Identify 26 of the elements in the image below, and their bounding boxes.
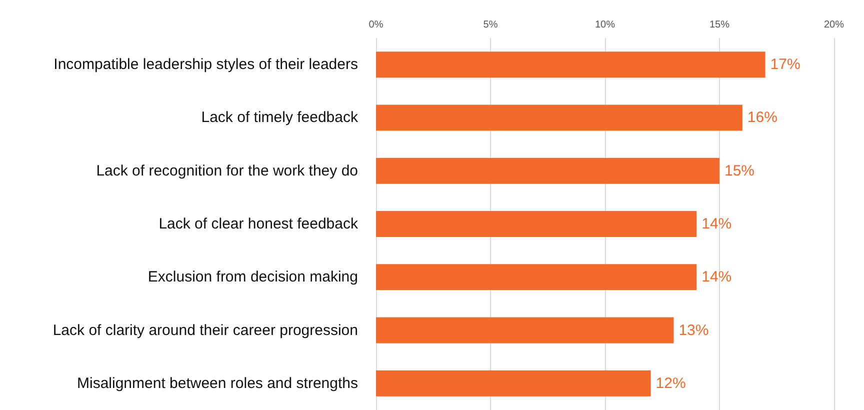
y-tick-label: Lack of timely feedback	[201, 109, 358, 126]
bar	[376, 317, 674, 344]
data-label: 12%	[656, 374, 686, 392]
y-tick-label: Exclusion from decision making	[148, 268, 358, 286]
y-tick-label: Incompatible leadership styles of their leaders	[54, 56, 358, 74]
data-label: 14%	[702, 216, 732, 232]
y-tick-label: Lack of clarity around their career progression	[52, 322, 358, 339]
x-tick-label: 20%	[824, 20, 844, 30]
data-label: 15%	[724, 162, 755, 180]
x-tick-label: 15%	[709, 20, 730, 30]
bar	[376, 104, 742, 131]
bar	[376, 264, 697, 290]
data-label: 14%	[702, 268, 732, 286]
bar	[376, 158, 720, 184]
bar	[376, 52, 766, 78]
bar	[376, 211, 697, 237]
x-tick-label: 0%	[368, 20, 384, 30]
y-tick-label: Misalignment between roles and strengths	[77, 374, 358, 392]
data-label: 17%	[770, 56, 800, 74]
data-label: 13%	[678, 322, 709, 339]
y-tick-label: Lack of clear honest feedback	[158, 216, 358, 232]
y-tick-label: Lack of recognition for the work they do	[96, 162, 358, 180]
x-tick-label: 10%	[594, 20, 616, 30]
data-label: 16%	[747, 109, 778, 126]
bar	[376, 370, 651, 396]
x-tick-label: 5%	[483, 20, 498, 30]
